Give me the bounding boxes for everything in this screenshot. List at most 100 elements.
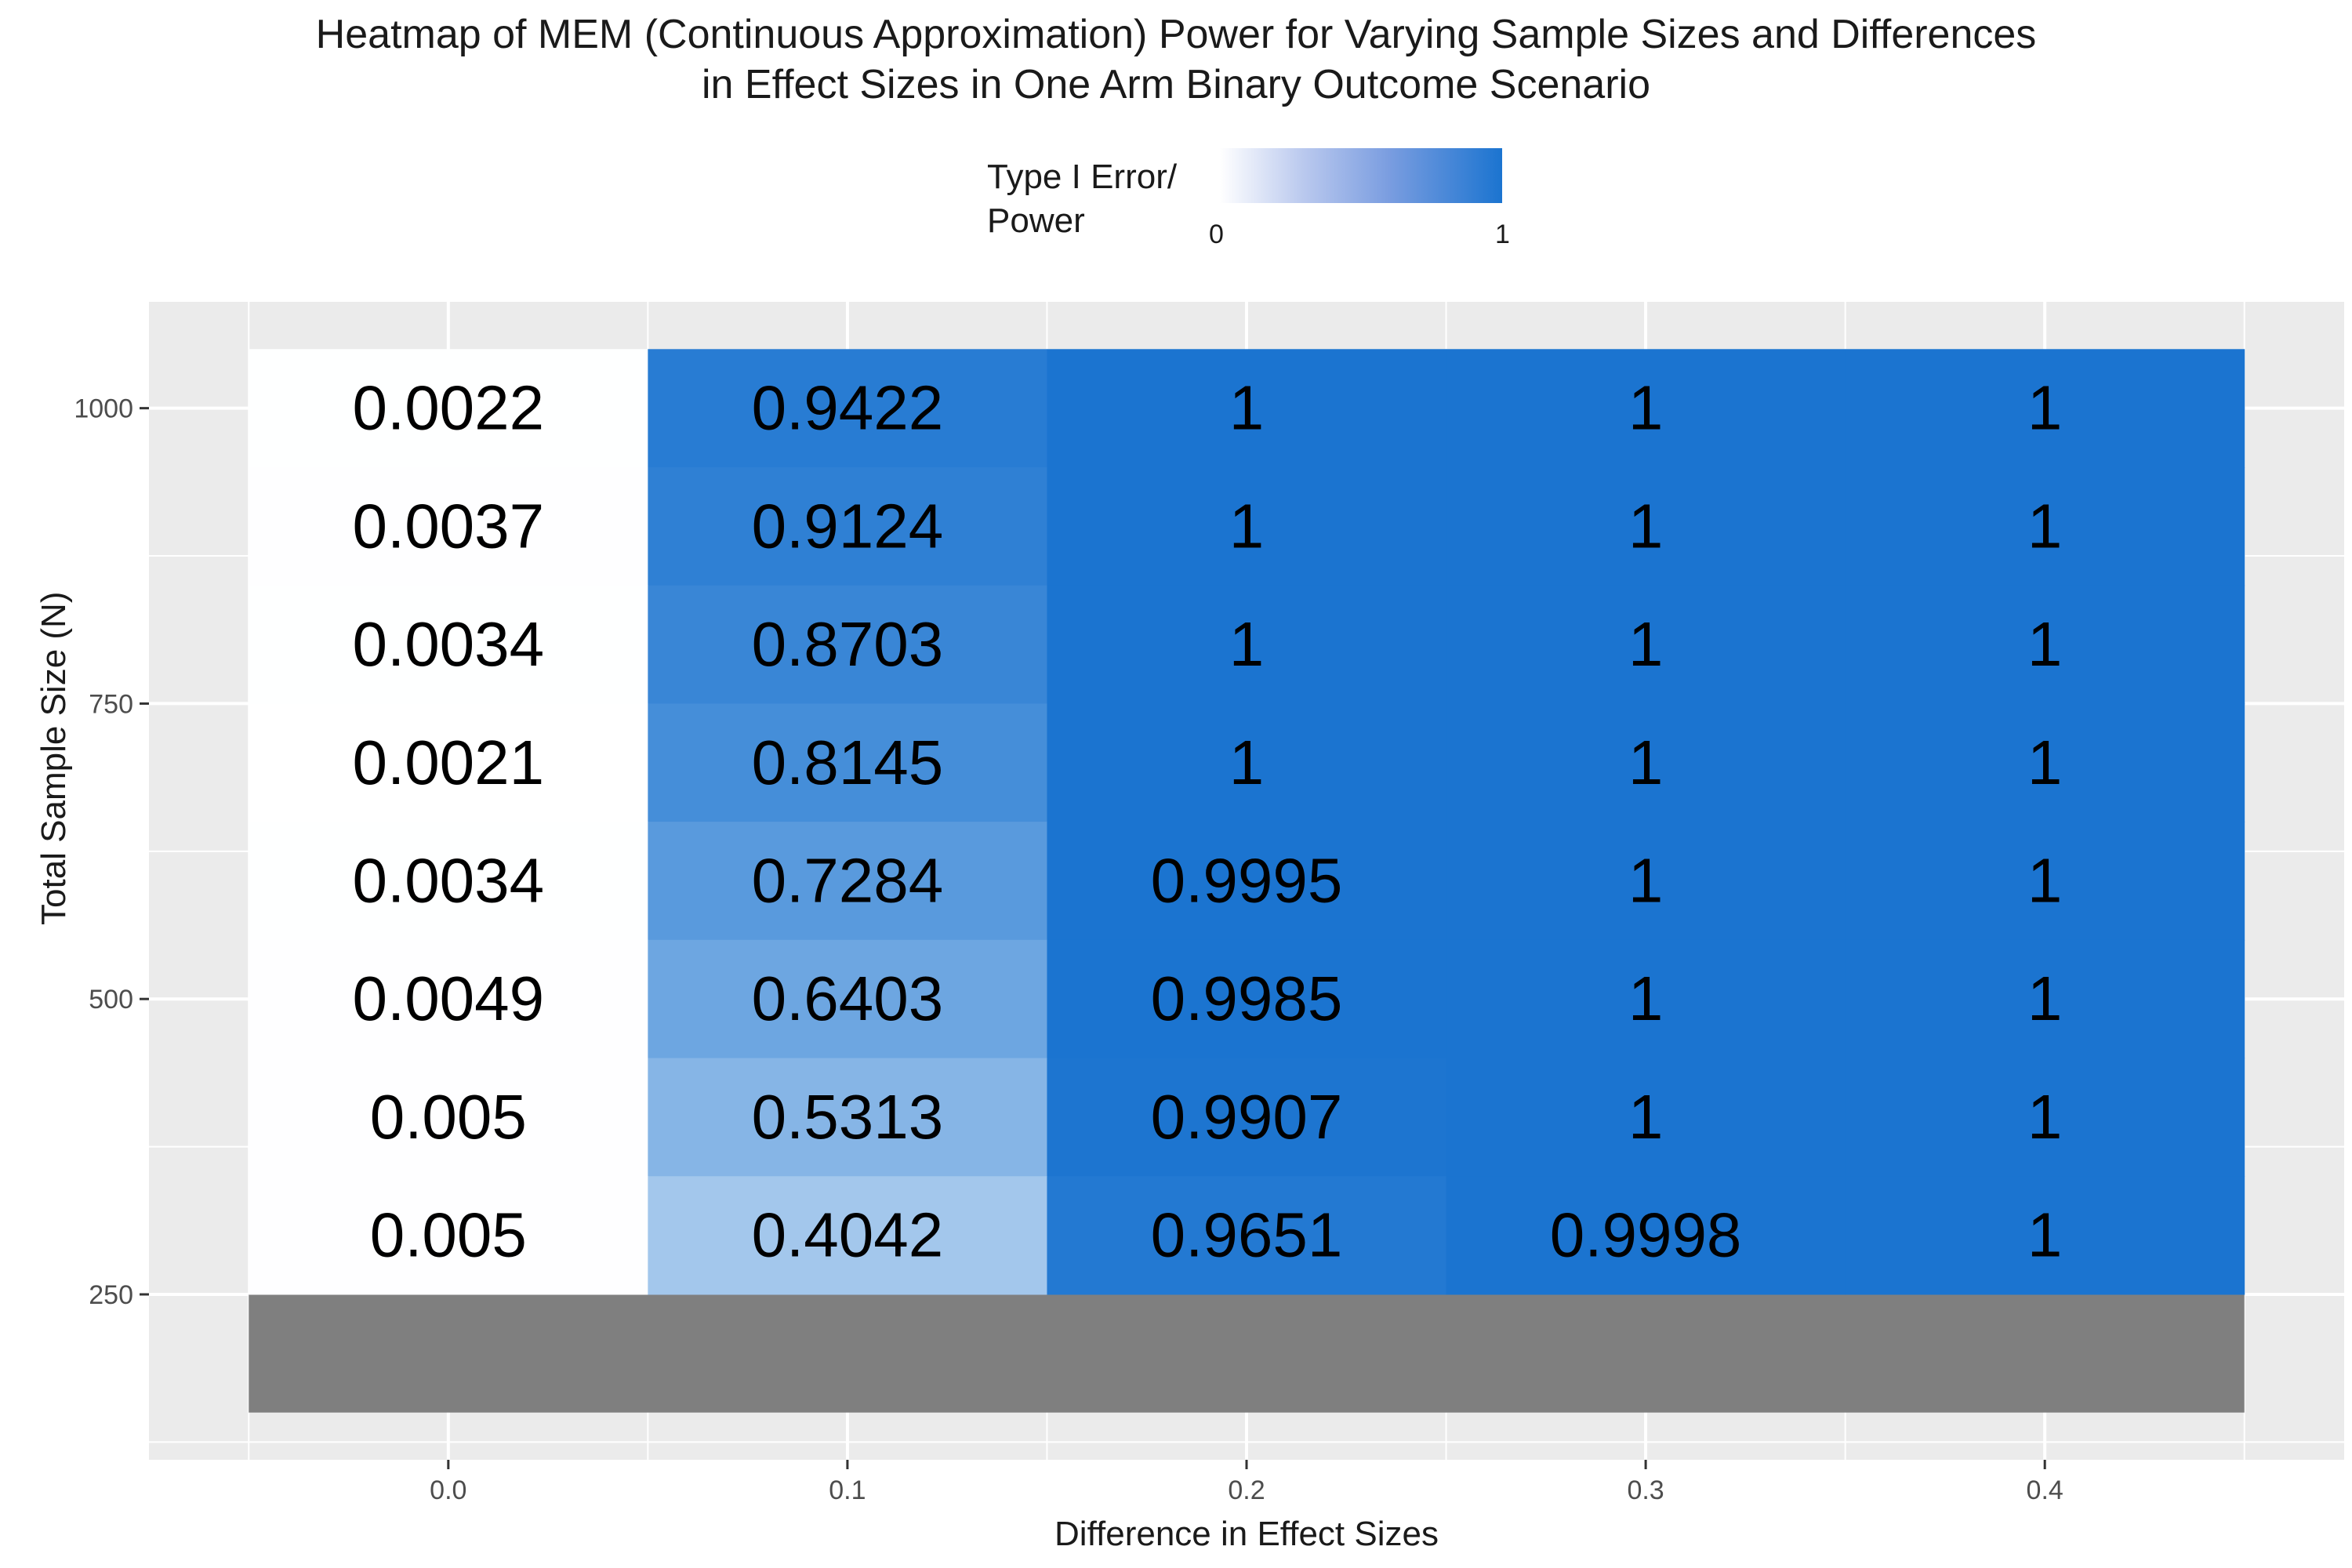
legend-color-bar [1220,148,1502,203]
heatmap-cell-label: 1 [1628,491,1664,561]
heatmap-cell [249,1058,648,1177]
heatmap-cell-label: 1 [1229,373,1265,443]
heatmap-cell [1047,1058,1447,1177]
heatmap-cell [1845,1058,2245,1177]
heatmap-cell-label: 1 [2027,609,2063,679]
heatmap-cell [1845,703,2245,822]
heatmap-cell-label: 1 [1229,491,1265,561]
heatmap-cell [1047,1176,1447,1295]
heatmap-cell-label: 0.0049 [352,964,544,1033]
heatmap-cell-label: 1 [2027,728,2063,797]
heatmap-cell-label: 1 [1628,609,1664,679]
heatmap-cell-label: 0.9422 [752,373,944,443]
heatmap-cell [648,822,1047,941]
heatmap-cell-label: 1 [1628,964,1664,1033]
legend-title: Type I Error/ Power [987,158,1178,240]
y-axis-tick-label: 500 [89,985,133,1014]
heatmap-cell-label: 1 [2027,373,2063,443]
heatmap-cell [1047,467,1447,586]
heatmap-cell [1845,822,2245,941]
heatmap-cell [648,703,1047,822]
heatmap-cell [1047,349,1447,468]
x-axis-tick-label: 0.3 [1627,1475,1664,1505]
heatmap-cell-label: 1 [1628,728,1664,797]
y-axis-tick-label: 250 [89,1280,133,1310]
heatmap-cell [1446,822,1846,941]
chart-title-line-2: in Effect Sizes in One Arm Binary Outcom… [701,62,1650,107]
heatmap-cell-label: 1 [2027,1082,2063,1152]
heatmap-cell-label: 0.8145 [752,728,944,797]
heatmap-cell [249,585,648,704]
heatmap-cell [1047,822,1447,941]
heatmap-cell-label: 0.9907 [1151,1082,1343,1152]
heatmap-cell [1845,939,2245,1059]
heatmap-cell [648,939,1047,1059]
heatmap-cell [1446,703,1846,822]
heatmap-cell [648,585,1047,704]
heatmap-cell-label: 1 [1628,373,1664,443]
heatmap-cell-label: 0.9998 [1550,1200,1742,1270]
x-axis-tick-label: 0.1 [829,1475,866,1505]
y-axis-title: Total Sample Size (N) [34,591,73,925]
heatmap-cell [1446,349,1846,468]
heatmap-cell [1845,467,2245,586]
y-axis-tick-label: 750 [89,689,133,719]
heatmap-cell-label: 0.5313 [752,1082,944,1152]
heatmap-cell [648,467,1047,586]
heatmap-cell-label: 0.9995 [1151,846,1343,916]
heatmap-cell [249,1176,648,1295]
heatmap-cell [1047,585,1447,704]
heatmap-cell [1845,349,2245,468]
heatmap-missing-row [249,1294,2245,1413]
heatmap-cell-label: 0.6403 [752,964,944,1033]
heatmap-cell-label: 0.7284 [752,846,944,916]
heatmap-cell-label: 0.9651 [1151,1200,1343,1270]
heatmap-cell [1446,1058,1846,1177]
heatmap-cell [249,822,648,941]
heatmap-cell [1845,585,2245,704]
y-axis-tick-label: 1000 [74,394,133,424]
heatmap-cell [249,349,648,468]
heatmap-cell [1047,939,1447,1059]
heatmap-cell-label: 1 [2027,1200,2063,1270]
legend-max-label: 1 [1495,220,1510,249]
heatmap-cell-label: 1 [1229,609,1265,679]
heatmap-cell-label: 1 [2027,846,2063,916]
heatmap-cell-label: 0.0022 [352,373,544,443]
heatmap-cell [1845,1176,2245,1295]
heatmap-cell [249,467,648,586]
x-axis-title: Difference in Effect Sizes [1054,1515,1439,1553]
heatmap-cell-label: 0.8703 [752,609,944,679]
x-axis-tick-label: 0.0 [430,1475,466,1505]
heatmap-cell [648,1176,1047,1295]
heatmap-cell-label: 0.005 [370,1082,527,1152]
heatmap-cell-label: 1 [2027,491,2063,561]
heatmap-cell-label: 1 [2027,964,2063,1033]
heatmap-cell [1446,939,1846,1059]
heatmap-cell-label: 0.0021 [352,728,544,797]
heatmap-cell-label: 1 [1628,1082,1664,1152]
heatmap-cell [249,703,648,822]
x-axis-tick-label: 0.4 [2027,1475,2063,1505]
heatmap-cell-label: 1 [1628,846,1664,916]
legend-min-label: 0 [1209,220,1224,249]
heatmap-cell-label: 0.0034 [352,846,544,916]
heatmap-cell [249,939,648,1059]
heatmap-cell [648,1058,1047,1177]
heatmap-cell [1446,1176,1846,1295]
heatmap-cell-label: 0.0034 [352,609,544,679]
heatmap-cell [1446,467,1846,586]
heatmap-cell-label: 0.005 [370,1200,527,1270]
heatmap-cell-label: 0.4042 [752,1200,944,1270]
x-axis-tick-label: 0.2 [1228,1475,1265,1505]
heatmap-cell [1446,585,1846,704]
chart-title: Heatmap of MEM (Continuous Approximation… [315,12,2037,57]
heatmap-cell-label: 1 [1229,728,1265,797]
heatmap-cell-label: 0.0037 [352,491,544,561]
heatmap-cell [648,349,1047,468]
heatmap-cell-label: 0.9985 [1151,964,1343,1033]
heatmap-cell-label: 0.9124 [752,491,944,561]
heatmap-cell [1047,703,1447,822]
